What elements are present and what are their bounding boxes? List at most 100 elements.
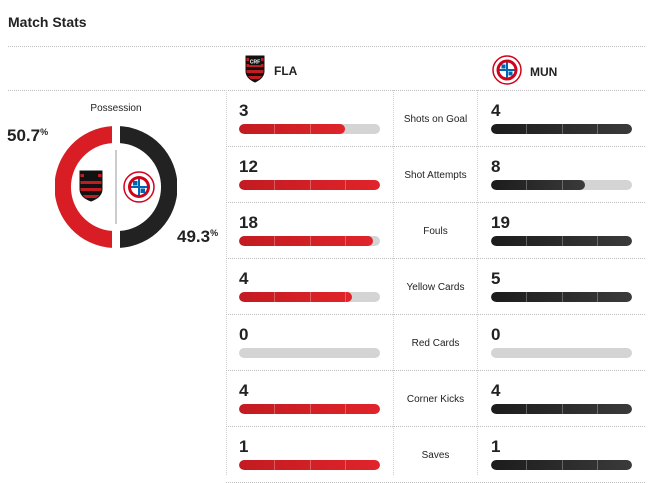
stat-away-bar-segment	[596, 292, 598, 302]
stat-away-bar-track	[491, 348, 632, 358]
stat-away-bar-segment	[526, 292, 528, 302]
stat-home-bar-track	[239, 124, 380, 134]
stat-away-bar-segment	[526, 180, 528, 190]
stat-home-bar-segment	[309, 404, 311, 414]
stat-away-value: 8	[491, 157, 501, 176]
stat-home-bar-segment	[344, 404, 346, 414]
stat-home-bar-fill	[239, 124, 345, 134]
stat-home-bar-segment	[309, 292, 311, 302]
stat-label: Shot Attempts	[404, 170, 467, 181]
stat-home-value: 1	[239, 437, 249, 456]
possession-donut-chart	[55, 126, 177, 248]
stat-home-bar-track	[239, 236, 380, 246]
stat-away-bar-segment	[596, 236, 598, 246]
stat-away-bar-segment	[526, 460, 528, 470]
stat-home-bar-track	[239, 460, 380, 470]
stat-away-bar-fill	[491, 180, 586, 190]
stat-row-divider	[226, 314, 645, 315]
stat-away-bar-fill	[491, 460, 632, 470]
column-divider-mid-left	[393, 90, 394, 475]
stat-home-bar-segment	[274, 124, 276, 134]
stat-home-bar-segment	[344, 292, 346, 302]
column-divider-left	[226, 90, 227, 475]
stat-home-bar-segment	[309, 124, 311, 134]
team-abbr-away: MUN	[530, 64, 558, 79]
stat-row-divider	[226, 426, 645, 427]
team-abbr-home: FLA	[274, 63, 298, 78]
stat-home-bar-track	[239, 180, 380, 190]
stat-away-bar-track	[491, 292, 632, 302]
stat-away-value: 0	[491, 325, 501, 344]
stat-away-bar-segment	[561, 180, 563, 190]
possession-away-logo-icon	[123, 171, 155, 203]
stat-home-value: 0	[239, 325, 249, 344]
stat-away-bar-track	[491, 180, 632, 190]
column-divider-mid-right	[477, 90, 478, 475]
possession-label: Possession	[90, 103, 142, 114]
svg-text:CRF: CRF	[250, 60, 260, 66]
stat-home-bar-fill	[239, 404, 380, 414]
team-header-home: CRF FLA	[244, 55, 297, 86]
stat-away-bar-fill	[491, 236, 632, 246]
possession-away-arc	[120, 126, 177, 248]
stat-away-bar-track	[491, 460, 632, 470]
stat-home-value: 18	[239, 213, 258, 232]
stat-row-divider	[226, 370, 645, 371]
stat-away-value: 4	[491, 381, 501, 400]
stat-away-bar-fill	[491, 124, 632, 134]
title-divider	[8, 46, 645, 47]
stat-home-bar-fill	[239, 236, 373, 246]
stat-home-bar-track	[239, 292, 380, 302]
stat-label: Saves	[421, 450, 450, 461]
stat-home-bar-segment	[274, 292, 276, 302]
possession-away-value: 49.3	[177, 227, 211, 246]
stat-home-bar-segment	[309, 180, 311, 190]
stat-away-value: 1	[491, 437, 501, 456]
possession-home-arc	[55, 126, 112, 248]
stat-away-bar-segment	[526, 404, 528, 414]
match-stats-title: Match Stats	[8, 14, 87, 30]
stat-home-bar-segment	[274, 404, 276, 414]
stat-away-value: 4	[491, 101, 501, 120]
stat-home-bar-track	[239, 404, 380, 414]
stat-home-bar-track	[239, 348, 380, 358]
stat-away-bar-fill	[491, 404, 632, 414]
stat-home-bar-segment	[309, 460, 311, 470]
stat-row-divider	[226, 146, 645, 147]
stat-away-value: 19	[491, 213, 510, 232]
stat-home-bar-fill	[239, 460, 380, 470]
stat-away-bar-segment	[526, 124, 528, 134]
possession-home-logo-icon	[79, 170, 103, 202]
possession-home-value: 50.7	[7, 126, 41, 145]
stat-home-bar-segment	[344, 236, 346, 246]
possession-home-unit: %	[40, 127, 49, 137]
stat-home-value: 12	[239, 157, 258, 176]
stat-home-value: 4	[239, 269, 249, 288]
possession-away-unit: %	[210, 228, 219, 238]
stat-label: Corner Kicks	[406, 394, 465, 405]
header-divider	[8, 90, 645, 91]
stat-home-bar-segment	[274, 236, 276, 246]
bayern-logo-icon	[492, 55, 522, 88]
stat-home-bar-segment	[309, 236, 311, 246]
possession-away-pct: 49.3%	[177, 227, 218, 247]
team-header-away: MUN	[492, 55, 557, 88]
stat-away-bar-segment	[561, 124, 563, 134]
stat-away-bar-track	[491, 124, 632, 134]
stat-away-bar-segment	[526, 236, 528, 246]
stat-away-value: 5	[491, 269, 501, 288]
stat-label: Fouls	[423, 226, 448, 237]
stat-away-bar-track	[491, 236, 632, 246]
stat-home-value: 3	[239, 101, 249, 120]
stat-away-bar-track	[491, 404, 632, 414]
possession-home-pct: 50.7%	[7, 126, 48, 146]
stat-home-bar-segment	[274, 460, 276, 470]
stat-label: Red Cards	[411, 338, 460, 349]
stat-away-bar-segment	[596, 404, 598, 414]
stat-home-bar-segment	[274, 180, 276, 190]
stat-away-bar-fill	[491, 292, 632, 302]
stat-home-bar-fill	[239, 180, 380, 190]
stat-label: Shots on Goal	[403, 114, 468, 125]
stat-away-bar-segment	[561, 236, 563, 246]
stat-label: Yellow Cards	[406, 282, 465, 293]
